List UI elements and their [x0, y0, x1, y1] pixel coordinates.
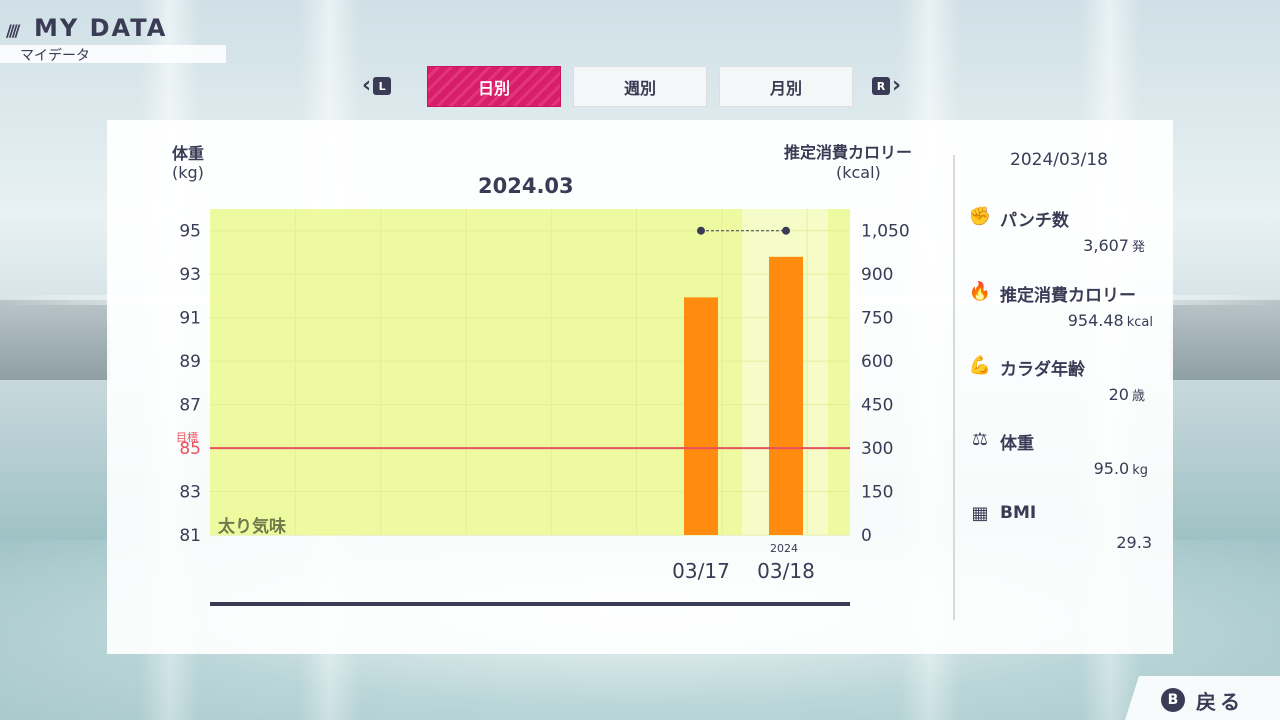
- year-label: 2024: [770, 542, 798, 555]
- scale-icon: ⚖: [971, 429, 989, 450]
- chevron-left-icon: ‹: [362, 73, 372, 98]
- prev-tab-button[interactable]: ‹ L: [362, 73, 392, 98]
- zone-label: 太り気味: [218, 517, 286, 537]
- weight-axis-title: 体重: [172, 144, 205, 163]
- title-slashes: ////: [6, 21, 20, 40]
- flame-icon: 🔥: [968, 281, 992, 302]
- chevron-right-icon: ›: [892, 73, 902, 98]
- tab-monthly[interactable]: 月別: [719, 66, 853, 107]
- target-label: 目標: [176, 431, 198, 444]
- r-button-icon: R: [872, 77, 890, 95]
- bg-wall: [1170, 300, 1280, 380]
- weight-label: 体重: [1000, 434, 1034, 454]
- calorie-label: 推定消費カロリー: [1000, 286, 1136, 306]
- l-button-icon: L: [373, 77, 392, 95]
- back-label: 戻る: [1196, 690, 1244, 714]
- muscle-icon: 💪: [968, 355, 992, 376]
- back-button[interactable]: [1125, 676, 1280, 720]
- body-age-value: 20 歳: [1108, 385, 1145, 404]
- page-subtitle: マイデータ: [20, 48, 90, 64]
- bmi-value: 29.3: [1116, 533, 1152, 552]
- chart-period: 2024.03: [478, 174, 574, 198]
- weight-value: 95.0 kg: [1093, 459, 1148, 478]
- weight-axis-unit: (kg): [172, 163, 204, 182]
- bg-wall: [0, 300, 110, 380]
- body-age-label: カラダ年齢: [1000, 360, 1085, 380]
- calorie-axis-title: 推定消費カロリー: [784, 143, 913, 162]
- tab-daily[interactable]: 日別: [427, 66, 561, 107]
- next-tab-button[interactable]: R ›: [872, 75, 901, 97]
- panel-divider: [953, 155, 955, 620]
- tab-weekly[interactable]: 週別: [573, 66, 707, 107]
- selected-date: 2024/03/18: [1010, 150, 1108, 170]
- page-title: MY DATA: [34, 14, 168, 42]
- calculator-icon: ▦: [971, 503, 989, 524]
- punch-count-label: パンチ数: [1000, 211, 1069, 231]
- calorie-axis-unit: (kcal): [836, 163, 881, 182]
- subtitle-bar: [0, 45, 226, 63]
- calorie-value: 954.48 kcal: [1067, 311, 1153, 330]
- bmi-label: BMI: [1000, 503, 1037, 523]
- b-button-icon: B: [1161, 688, 1185, 712]
- punch-count-value: 3,607 発: [1083, 236, 1145, 255]
- fist-icon: ✊: [968, 206, 992, 227]
- data-panel: [107, 120, 1173, 654]
